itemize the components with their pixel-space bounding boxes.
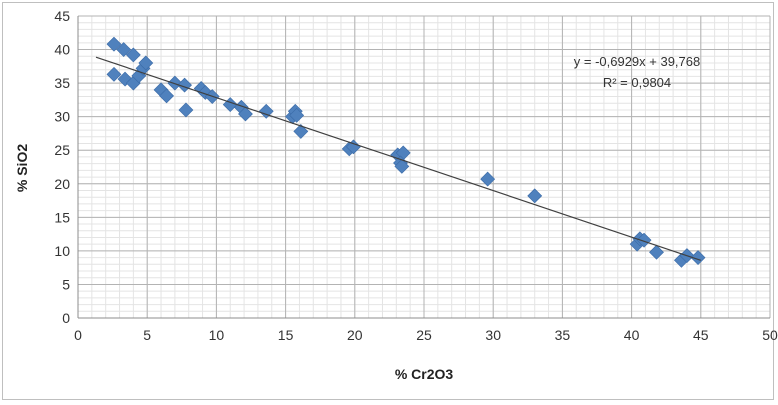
y-axis-title: % SiO2 — [14, 144, 30, 192]
data-points — [106, 36, 706, 268]
x-axis-title: % Cr2O3 — [395, 366, 454, 382]
axes — [77, 16, 770, 319]
y-tick-label: 20 — [54, 176, 70, 192]
data-point — [289, 107, 305, 123]
y-tick-label: 45 — [54, 8, 70, 24]
y-tick-label: 40 — [54, 42, 70, 58]
data-point — [527, 188, 543, 204]
x-tick-label: 40 — [624, 327, 640, 343]
trendline-r-squared: R² = 0,9804 — [603, 75, 671, 90]
x-tick-label: 5 — [143, 327, 151, 343]
x-tick-label: 30 — [485, 327, 501, 343]
y-tick-label: 15 — [54, 209, 70, 225]
y-tick-label: 35 — [54, 75, 70, 91]
data-point — [238, 106, 253, 122]
x-tick-label: 45 — [693, 327, 709, 343]
data-point — [636, 232, 652, 248]
data-point — [106, 36, 122, 52]
data-point — [125, 47, 141, 63]
y-tick-label: 5 — [62, 276, 70, 292]
data-point — [159, 88, 175, 104]
y-tick-label: 30 — [54, 109, 70, 125]
data-point — [480, 171, 496, 187]
y-tick-labels: 0 5 10 15 20 25 30 35 40 45 — [54, 8, 70, 326]
data-point — [345, 139, 361, 155]
data-point — [690, 250, 706, 266]
x-tick-label: 10 — [209, 327, 225, 343]
x-tick-label: 35 — [555, 327, 571, 343]
x-tick-label: 50 — [762, 327, 778, 343]
data-point — [138, 55, 154, 71]
data-point — [649, 244, 664, 260]
y-tick-label: 0 — [62, 310, 70, 326]
data-point — [258, 103, 274, 119]
x-tick-label: 20 — [347, 327, 363, 343]
x-tick-label: 25 — [416, 327, 432, 343]
trendline-equation: y = -0,6929x + 39,768 — [574, 54, 700, 69]
y-tick-label: 25 — [54, 142, 70, 158]
y-tick-label: 10 — [54, 243, 70, 259]
data-point — [178, 102, 194, 118]
data-point — [394, 158, 410, 174]
x-tick-label: 15 — [278, 327, 294, 343]
data-point — [106, 66, 122, 82]
data-point — [293, 124, 309, 139]
data-point — [116, 42, 132, 57]
x-tick-labels: 0 5 10 15 20 25 30 35 40 45 50 — [74, 327, 778, 343]
trendline — [95, 56, 701, 261]
x-tick-label: 0 — [74, 327, 82, 343]
